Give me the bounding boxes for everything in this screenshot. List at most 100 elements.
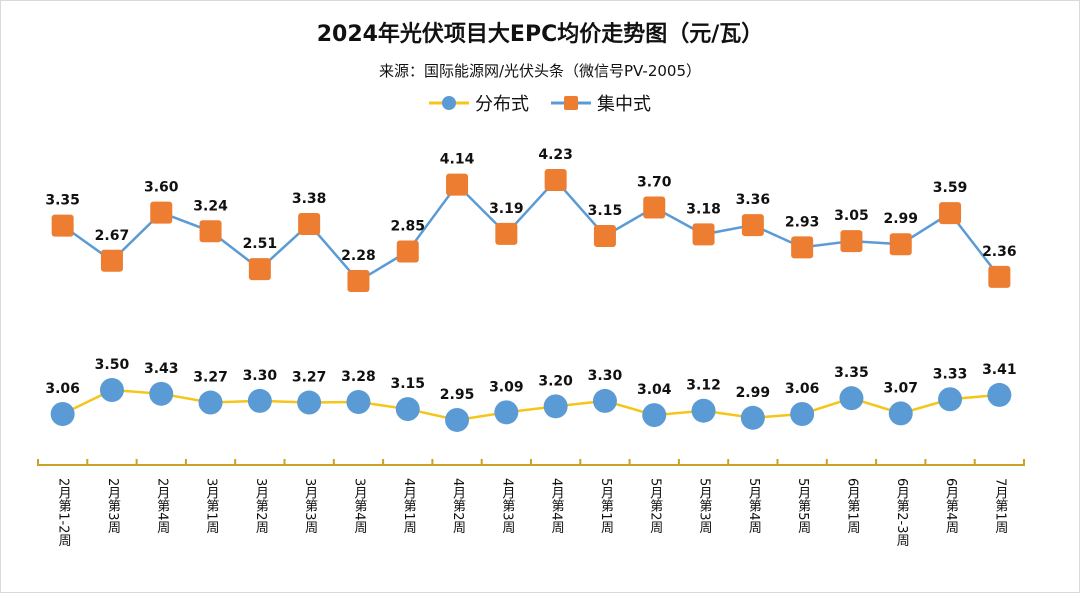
data-point: [643, 196, 666, 219]
legend-item-centralized: 集中式: [551, 90, 651, 116]
legend-label: 分布式: [475, 94, 529, 115]
data-label: 3.41: [982, 362, 1017, 378]
data-point: [987, 382, 1012, 407]
data-label: 3.04: [637, 382, 672, 398]
data-label: 3.06: [785, 381, 820, 397]
x-tick-label: 6月第1周: [844, 478, 860, 534]
data-point: [544, 169, 567, 191]
data-point: [839, 386, 864, 411]
x-tick-label: 6月第2-3周: [893, 478, 909, 547]
data-label: 3.19: [489, 201, 524, 217]
x-tick-label: 6月第4周: [943, 478, 959, 534]
data-point: [494, 400, 519, 425]
x-tick-label: 7月第1周: [992, 478, 1008, 534]
data-label: 3.50: [95, 357, 130, 373]
data-label: 2.95: [440, 387, 475, 403]
data-point: [100, 249, 123, 272]
data-label: 3.30: [243, 368, 278, 384]
x-tick-label: 4月第4周: [548, 478, 564, 534]
data-label: 3.20: [538, 373, 573, 389]
x-tick-label: 4月第3周: [499, 478, 515, 534]
x-tick-label: 2月第1-2周: [55, 478, 71, 547]
data-label: 3.36: [736, 192, 771, 208]
data-point: [347, 270, 370, 293]
data-point: [988, 265, 1011, 288]
data-label: 3.60: [144, 180, 179, 196]
data-point: [198, 390, 223, 415]
legend-label: 集中式: [597, 94, 651, 115]
data-label: 2.85: [390, 218, 425, 234]
data-label: 2.99: [736, 385, 771, 401]
legend: 分布式 集中式: [0, 90, 1080, 116]
data-label: 2.67: [95, 228, 130, 244]
data-point: [592, 388, 617, 413]
x-tick-label: 2月第3周: [104, 478, 120, 534]
data-point: [298, 213, 321, 236]
chart-title: 2024年光伏项目大EPC均价走势图（元/瓦）: [316, 22, 764, 47]
data-label: 3.09: [489, 379, 524, 395]
data-point: [149, 381, 174, 406]
x-tick-label: 2月第4周: [154, 478, 170, 534]
data-label: 4.14: [440, 152, 475, 168]
data-point: [790, 401, 815, 426]
x-tick-label: 3月第1周: [203, 478, 219, 534]
legend-item-distributed: 分布式: [429, 90, 529, 116]
data-label: 3.38: [292, 191, 327, 207]
data-label: 3.07: [883, 380, 918, 396]
data-label: 3.06: [45, 381, 80, 397]
data-label: 3.35: [834, 365, 869, 381]
data-point: [740, 405, 765, 430]
data-label: 3.70: [637, 174, 672, 190]
data-point: [939, 202, 962, 225]
data-point: [247, 388, 272, 413]
data-point: [888, 401, 913, 426]
data-label: 2.36: [982, 244, 1017, 260]
data-point: [543, 394, 568, 419]
data-point: [445, 407, 470, 432]
data-point: [50, 401, 75, 426]
data-point: [99, 378, 124, 402]
data-point: [938, 387, 963, 412]
data-point: [396, 240, 419, 263]
x-tick-label: 4月第2周: [450, 478, 466, 534]
x-tick-label: 5月第3周: [696, 478, 712, 534]
data-point: [199, 220, 222, 243]
data-label: 2.51: [243, 236, 278, 252]
data-label: 2.99: [883, 211, 918, 227]
data-label: 3.35: [45, 193, 80, 209]
data-point: [741, 214, 764, 237]
data-label: 3.12: [686, 378, 721, 394]
x-tick-label: 5月第1周: [597, 478, 613, 534]
x-tick-label: 3月第2周: [252, 478, 268, 534]
data-label: 3.18: [686, 201, 721, 217]
x-tick-label: 3月第3周: [302, 478, 318, 534]
data-label: 3.05: [834, 208, 869, 224]
data-label: 3.27: [292, 370, 327, 386]
chart-subtitle: 来源：国际能源网/光伏头条（微信号PV-2005）: [378, 62, 702, 80]
data-point: [495, 222, 518, 245]
data-point: [346, 389, 371, 414]
data-point: [889, 233, 912, 256]
data-label: 3.59: [933, 180, 968, 196]
x-tick-label: 4月第1周: [400, 478, 416, 534]
data-point: [248, 258, 271, 281]
data-label: 2.28: [341, 248, 376, 264]
x-tick-label: 5月第4周: [745, 478, 761, 534]
legend-square-icon: [551, 96, 591, 110]
data-label: 3.15: [390, 376, 425, 392]
data-point: [692, 223, 715, 246]
data-label: 3.15: [588, 203, 623, 219]
legend-circle-icon: [429, 96, 469, 110]
data-point: [395, 397, 420, 422]
data-label: 3.43: [144, 361, 179, 377]
data-label: 3.30: [588, 368, 623, 384]
data-label: 3.27: [193, 370, 228, 386]
x-tick-label: 5月第5周: [795, 478, 811, 534]
data-label: 2.93: [785, 214, 820, 230]
data-point: [642, 403, 667, 428]
data-point: [150, 201, 173, 224]
data-label: 3.24: [193, 198, 228, 214]
data-point: [593, 224, 616, 247]
data-point: [791, 236, 814, 259]
data-label: 3.33: [933, 366, 968, 382]
